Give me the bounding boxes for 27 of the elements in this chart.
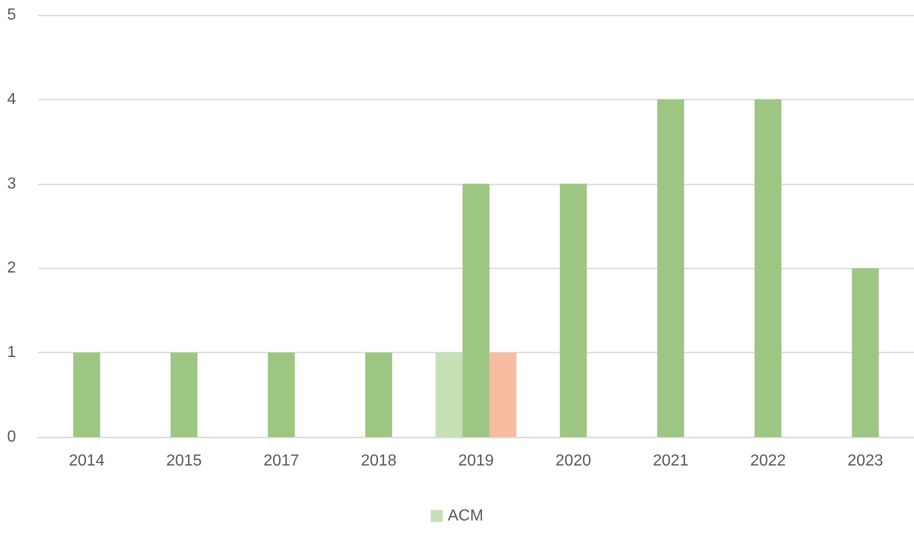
- y-tick-label: 0: [7, 428, 16, 446]
- x-tick-label: 2014: [68, 452, 105, 470]
- x-tick-label: 2015: [166, 452, 202, 470]
- bar: [852, 268, 879, 437]
- x-tick-label: 2021: [652, 452, 689, 470]
- y-tick-label: 2: [7, 260, 16, 277]
- bar: [657, 99, 684, 437]
- x-tick-label: 2018: [360, 452, 397, 470]
- y-tick-label: 4: [7, 90, 16, 108]
- x-tick-label: 2017: [264, 452, 300, 470]
- legend-label: ACM: [448, 508, 484, 524]
- x-tick-label: 2020: [556, 452, 592, 470]
- bar: [73, 352, 100, 437]
- bar: [170, 352, 198, 437]
- bar: [462, 184, 490, 437]
- x-tick-label: 2023: [848, 452, 884, 470]
- y-tick-label: 5: [7, 6, 16, 24]
- x-tick-label: 2022: [750, 452, 786, 470]
- bar: [560, 184, 587, 437]
- bar: [365, 352, 392, 437]
- y-tick-label: 3: [7, 175, 16, 192]
- y-tick-label: 1: [7, 344, 16, 362]
- bar: [489, 352, 516, 437]
- bar: [268, 352, 295, 437]
- x-tick-label: 2019: [458, 452, 494, 470]
- bar: [436, 352, 463, 437]
- bar: [754, 99, 782, 437]
